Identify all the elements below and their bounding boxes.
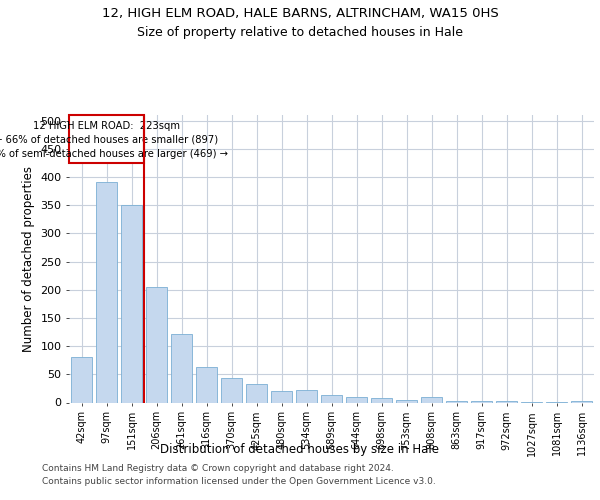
Text: Size of property relative to detached houses in Hale: Size of property relative to detached ho… [137, 26, 463, 39]
Text: Distribution of detached houses by size in Hale: Distribution of detached houses by size … [161, 442, 439, 456]
Bar [221, 378, 242, 402]
Text: 12, HIGH ELM ROAD, HALE BARNS, ALTRINCHAM, WA15 0HS: 12, HIGH ELM ROAD, HALE BARNS, ALTRINCHA… [101, 8, 499, 20]
Bar [346, 398, 367, 402]
Text: Contains HM Land Registry data © Crown copyright and database right 2024.: Contains HM Land Registry data © Crown c… [42, 464, 394, 473]
Bar [446, 401, 467, 402]
Bar [196, 367, 217, 402]
Bar [71, 358, 92, 403]
Bar [69, 115, 144, 163]
Bar [246, 384, 267, 402]
Text: Contains public sector information licensed under the Open Government Licence v3: Contains public sector information licen… [42, 478, 436, 486]
Bar [296, 390, 317, 402]
Y-axis label: Number of detached properties: Number of detached properties [22, 166, 35, 352]
Bar [571, 401, 592, 402]
Bar [146, 287, 167, 403]
Bar [371, 398, 392, 402]
Text: 12 HIGH ELM ROAD:  223sqm: 12 HIGH ELM ROAD: 223sqm [33, 120, 180, 130]
Bar [421, 397, 442, 402]
Bar [321, 395, 342, 402]
Bar [121, 205, 142, 402]
Bar [271, 390, 292, 402]
Bar [171, 334, 192, 402]
Text: ← 66% of detached houses are smaller (897): ← 66% of detached houses are smaller (89… [0, 135, 218, 145]
Text: 34% of semi-detached houses are larger (469) →: 34% of semi-detached houses are larger (… [0, 150, 229, 160]
Bar [396, 400, 417, 402]
Bar [96, 182, 117, 402]
